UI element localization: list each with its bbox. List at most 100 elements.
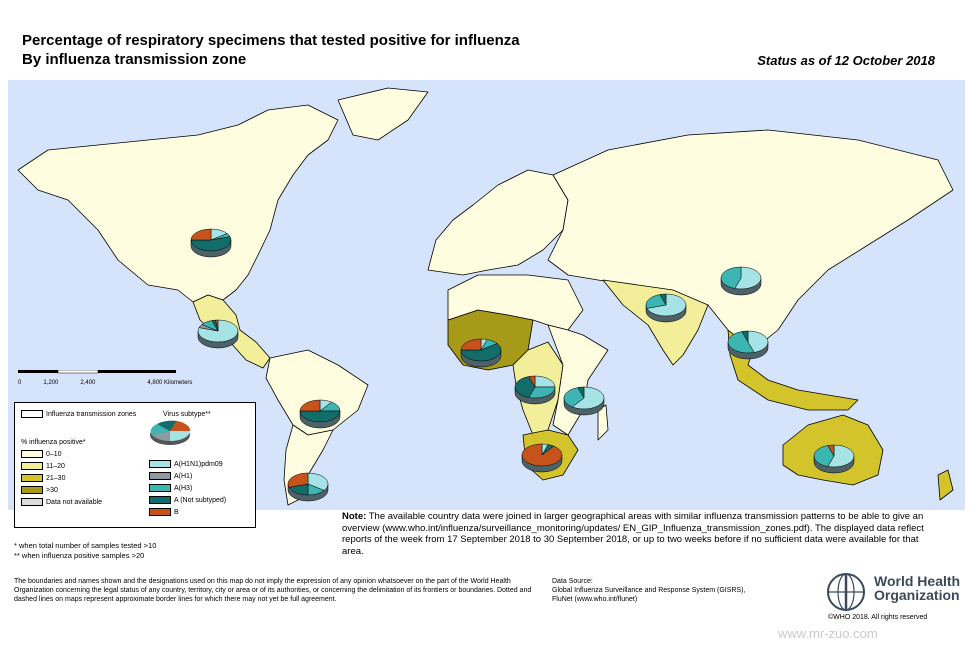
pie-slice: [521, 443, 563, 467]
status-date: Status as of 12 October 2018: [757, 53, 935, 68]
pie-slice: [659, 293, 667, 306]
pie-central-america: [197, 319, 239, 349]
pie-slice: [287, 472, 309, 488]
pie-slice: [577, 386, 585, 399]
pie-slice: [563, 387, 585, 408]
subtype-swatch: [149, 508, 171, 516]
category-label: >30: [46, 486, 58, 494]
subtype-label: Virus subtype**: [163, 410, 211, 418]
pie-southern-asia: [645, 293, 687, 323]
scale-label-3: 4,800 Kilometers: [147, 380, 193, 386]
legend-subtype: B: [149, 507, 179, 517]
scale-label-0: 0: [18, 380, 22, 386]
footnotes: * when total number of samples tested >1…: [14, 541, 156, 561]
pie-north-america: [190, 228, 232, 258]
pie-slice: [827, 444, 855, 468]
legend-subtype: A (Not subtyped): [149, 495, 226, 505]
copyright: ©WHO 2018. All rights reserved: [828, 614, 928, 621]
pie-slice: [460, 338, 482, 351]
data-source-label: Data Source:: [552, 578, 593, 585]
subtype-swatch: [149, 484, 171, 492]
footnote-1: * when total number of samples tested >1…: [14, 541, 157, 550]
pie-eastern-asia: [720, 266, 762, 296]
data-source-line-2: FluNet (www.who.int/flunet): [552, 596, 638, 604]
pie-slice: [734, 266, 762, 290]
who-name-line-2: Organization: [874, 587, 960, 603]
note-text: Note: The available country data were jo…: [342, 511, 942, 557]
data-source: Data Source: Global Influenza Surveillan…: [552, 577, 802, 605]
legend-category: 21–30: [21, 473, 65, 483]
title-line-1: Percentage of respiratory specimens that…: [22, 32, 520, 49]
land-new-zealand: [937, 469, 954, 501]
pie-slice: [299, 410, 341, 423]
map-title: Percentage of respiratory specimens that…: [22, 31, 520, 69]
scale-bar-graphic: [18, 369, 176, 374]
pie-middle-africa: [514, 375, 556, 405]
scale-label-2: 2,400: [80, 380, 96, 386]
data-source-line-1: Global Influenza Surveillance and Respon…: [552, 587, 746, 595]
category-swatch: [21, 486, 43, 494]
note-label: Note:: [342, 511, 367, 522]
pie-slice: [528, 386, 556, 399]
category-label: 0–10: [46, 450, 62, 458]
land-asia: [547, 129, 954, 351]
pie-slice: [534, 375, 556, 388]
legend-pie-icon: [150, 420, 191, 445]
subtype-swatch: [149, 460, 171, 468]
title-line-2: By influenza transmission zone: [22, 51, 247, 68]
pie-slice: [299, 399, 321, 412]
pie-slice: [747, 330, 769, 353]
subtype-label: A(H1N1)pdm09: [174, 460, 223, 468]
pie-slice: [727, 331, 755, 354]
land-south-east-asia: [727, 329, 859, 411]
pie-western-africa: [460, 338, 502, 368]
pie-chart-layer: [190, 228, 855, 502]
subtype-swatch: [149, 496, 171, 504]
watermark: www.mr-zuo.com: [778, 626, 878, 641]
positive-label: % influenza positive*: [21, 438, 86, 446]
pie-slice: [645, 294, 667, 309]
subtype-label: A (Not subtyped): [174, 496, 227, 504]
pie-slice: [646, 293, 687, 317]
category-swatch: [21, 474, 43, 482]
pie-slice: [307, 472, 329, 491]
pie-slice: [528, 375, 536, 388]
scale-label-1: 1,200: [43, 380, 59, 386]
legend-subtype: A(H3): [149, 483, 192, 493]
who-name: World Health Organization: [874, 574, 960, 602]
world-map: [8, 80, 965, 510]
legend-category: 11–20: [21, 461, 65, 471]
pie-slice: [741, 330, 749, 343]
pie-temperate-south-america: [287, 472, 329, 502]
category-label: 21–30: [46, 474, 66, 482]
pie-slice: [827, 444, 835, 457]
subtype-label: B: [174, 508, 179, 516]
pie-south-east-asia: [727, 330, 769, 360]
who-name-line-1: World Health: [874, 573, 961, 589]
legend-category: Data not available: [21, 497, 102, 507]
zone-swatch: [21, 410, 43, 418]
disclaimer: The boundaries and names shown and the d…: [14, 578, 532, 604]
pie-oceania: [813, 444, 855, 474]
who-logo: World Health Organization: [824, 570, 964, 622]
pie-slice: [720, 266, 742, 289]
pie-tropical-south-america: [299, 399, 341, 429]
legend-category: >30: [21, 485, 58, 495]
category-label: 11–20: [46, 462, 65, 470]
who-emblem-icon: [827, 573, 865, 611]
category-swatch: [21, 450, 43, 458]
legend-subtype: A(H1): [149, 471, 192, 481]
pie-slice: [571, 386, 605, 410]
footnote-2: ** when influenza positive samples >20: [14, 551, 145, 560]
land-north-america: [17, 104, 339, 303]
map-legend: Influenza transmission zones Virus subty…: [14, 402, 256, 528]
note-body: The available country data were joined i…: [342, 511, 924, 557]
pie-slice: [514, 376, 536, 398]
zones-label: Influenza transmission zones: [46, 410, 137, 418]
subtype-label: A(H1): [174, 472, 193, 480]
pie-slice: [460, 343, 502, 362]
legend-subtype: A(H1N1)pdm09: [149, 459, 223, 469]
pie-eastern-africa: [563, 386, 605, 416]
category-label: Data not available: [46, 498, 103, 506]
pie-southern-africa: [521, 443, 563, 473]
